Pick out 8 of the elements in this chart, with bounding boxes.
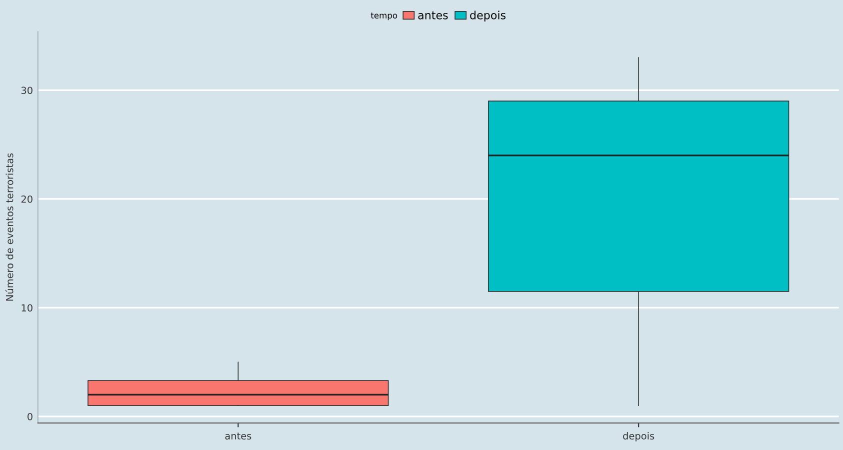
legend-label: depois [470, 10, 506, 22]
y-tick-label: 20 [21, 195, 32, 203]
y-tick-label: 10 [22, 304, 32, 312]
y-axis-title: Número de eventos terroristas [5, 153, 14, 301]
legend-title: tempo [370, 12, 398, 20]
y-tick-label: 30 [21, 86, 32, 94]
legend-label: antes [418, 11, 448, 20]
y-tick-label: 0 [28, 412, 32, 420]
